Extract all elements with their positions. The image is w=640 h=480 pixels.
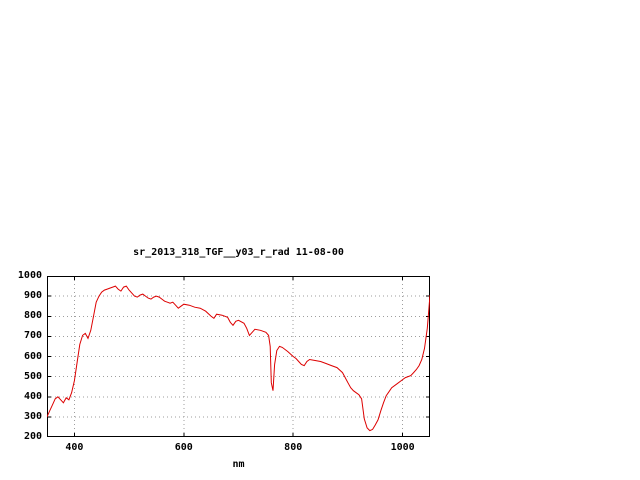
y-tick-label: 600	[23, 350, 42, 362]
y-tick-label: 800	[23, 310, 42, 322]
y-tick-label: 300	[23, 410, 42, 422]
y-tick-label: 900	[23, 290, 42, 302]
plot-area	[47, 276, 430, 437]
x-tick-label: 1000	[390, 442, 415, 453]
x-tick-label: 400	[65, 442, 84, 453]
y-tick-label: 200	[23, 431, 42, 442]
y-tick-label: 400	[23, 390, 42, 402]
y-tick-label: 500	[23, 370, 42, 382]
x-tick-label: 800	[284, 442, 303, 453]
chart-title: sr_2013_318_TGF__y03_r_rad 11-08-00	[133, 247, 344, 258]
plot-border	[47, 276, 430, 437]
y-tick-label: 700	[23, 330, 42, 342]
x-tick-label: 600	[174, 442, 193, 453]
y-tick-label: 1000	[17, 270, 42, 281]
data-line	[47, 285, 430, 432]
x-axis-title: nm	[232, 459, 245, 470]
